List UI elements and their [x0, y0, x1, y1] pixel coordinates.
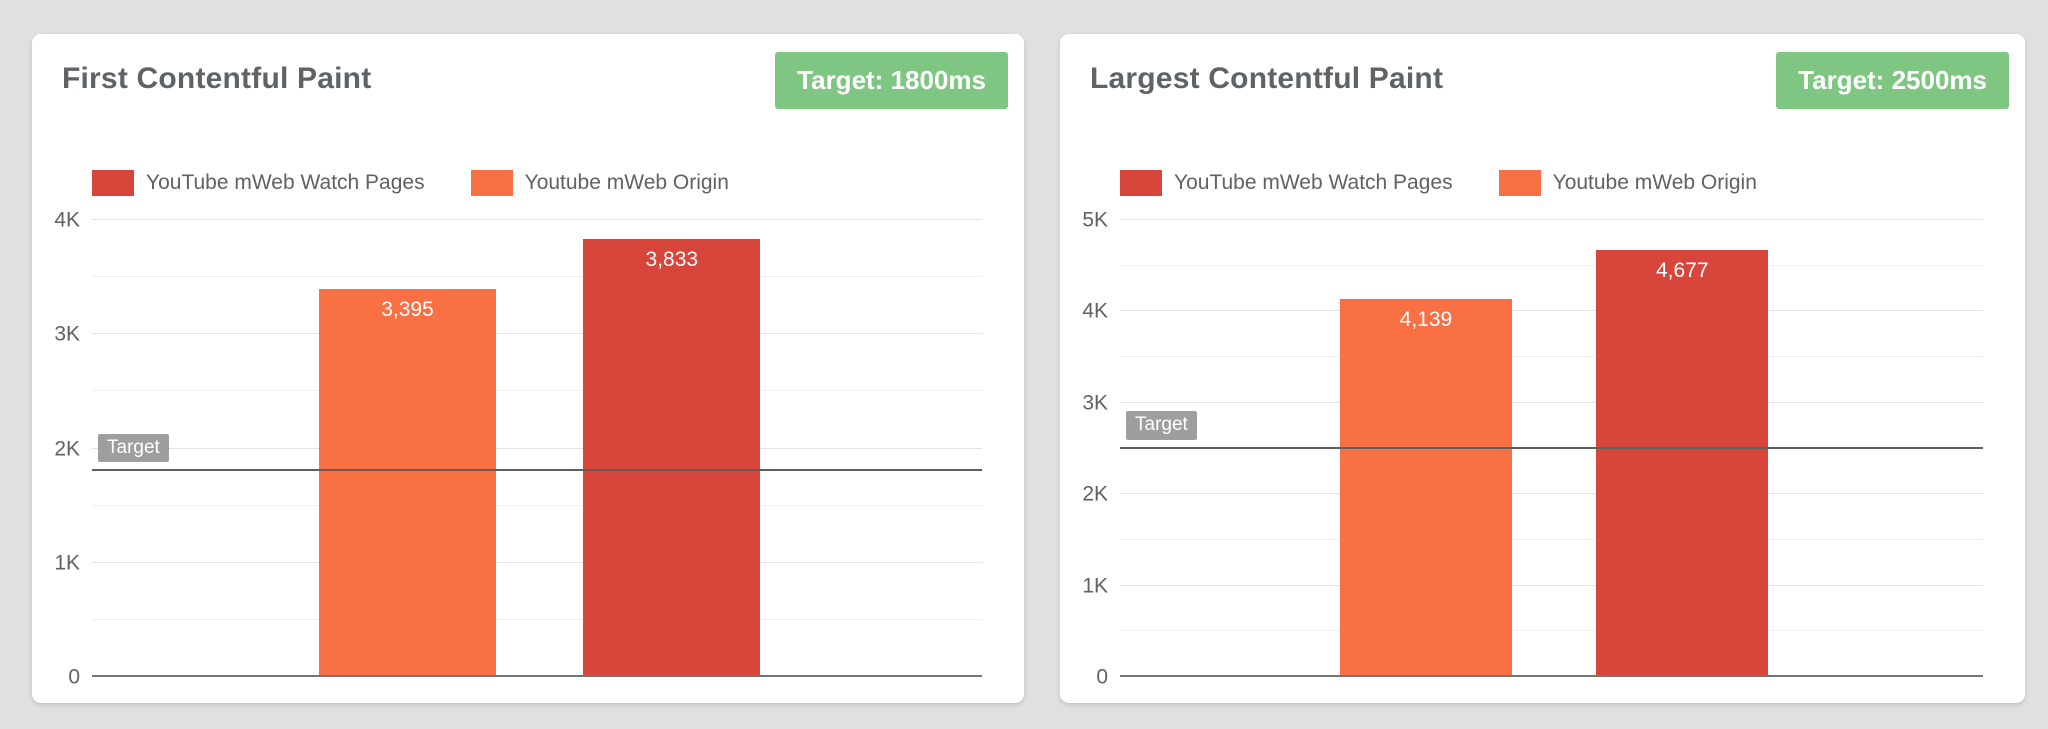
- legend-item-youtube-mweb-origin: Youtube mWeb Origin: [1498, 170, 1757, 196]
- gridline-major: [1120, 493, 1983, 495]
- y-axis-tick-label: 0: [68, 665, 80, 689]
- chart-legend: YouTube mWeb Watch Pages Youtube mWeb Ori…: [92, 170, 729, 196]
- gridline-minor: [92, 390, 982, 392]
- chart-legend: YouTube mWeb Watch Pages Youtube mWeb Ori…: [1120, 170, 1757, 196]
- gridline-minor: [1120, 356, 1983, 358]
- lcp-card: Largest Contentful Paint Target: 2500ms …: [1060, 34, 2025, 703]
- bar-youtube-mweb-watch-pages[interactable]: 3,833: [583, 239, 761, 677]
- bar-chart: 0 1K 2K 3K 4K 3,395 3,833 Target: [54, 210, 982, 688]
- bar-youtube-mweb-origin[interactable]: 3,395: [318, 289, 497, 677]
- plot-area: 0 1K 2K 3K 4K 5K 4,139 4,677 Target: [1082, 210, 1983, 688]
- gridline-major: [1120, 310, 1983, 312]
- legend-label: Youtube mWeb Origin: [1552, 171, 1757, 194]
- legend-item-youtube-mweb-watch-pages: YouTube mWeb Watch Pages: [92, 170, 425, 196]
- chart-title: Largest Contentful Paint: [1090, 62, 1444, 95]
- gridline-major: [92, 219, 982, 220]
- legend-swatch-red: [1120, 170, 1162, 196]
- legend-swatch-red: [92, 170, 134, 196]
- target-line: [92, 469, 982, 472]
- x-axis-baseline: [1120, 675, 1983, 677]
- legend-label: Youtube mWeb Origin: [524, 171, 729, 194]
- y-axis-tick-label: 1K: [1082, 574, 1108, 598]
- y-axis-tick-label: 1K: [54, 551, 80, 575]
- legend-label: YouTube mWeb Watch Pages: [1174, 171, 1453, 194]
- y-axis-tick-label: 3K: [54, 322, 80, 346]
- legend-swatch-orange: [470, 170, 513, 196]
- y-axis-tick-label: 2K: [1082, 482, 1108, 506]
- bar-youtube-mweb-origin[interactable]: 4,139: [1340, 298, 1512, 677]
- y-axis-tick-label: 4K: [1082, 299, 1108, 323]
- gridline-minor: [92, 618, 982, 620]
- bar-value-label: 3,395: [381, 298, 434, 322]
- target-badge: Target: 2500ms: [1776, 52, 2009, 109]
- bar-value-label: 4,139: [1399, 307, 1453, 331]
- plot-area: 0 1K 2K 3K 4K 3,395 3,833 Target: [54, 210, 982, 688]
- legend-swatch-orange: [1498, 170, 1541, 196]
- x-axis-baseline: [92, 675, 982, 677]
- legend-item-youtube-mweb-origin: Youtube mWeb Origin: [470, 170, 729, 196]
- gridline-major: [92, 561, 982, 563]
- target-line-label: Target: [1126, 410, 1197, 440]
- target-badge: Target: 1800ms: [775, 52, 1008, 109]
- bar-value-label: 4,677: [1655, 258, 1709, 282]
- gridline-major: [92, 447, 982, 449]
- legend-label: YouTube mWeb Watch Pages: [146, 171, 425, 194]
- gridline-minor: [1120, 630, 1983, 632]
- bar-chart: 0 1K 2K 3K 4K 5K 4,139 4,677 Target: [1082, 210, 1983, 688]
- chart-title: First Contentful Paint: [62, 62, 372, 95]
- y-axis-tick-label: 2K: [54, 437, 80, 460]
- bar-value-label: 3,833: [645, 248, 699, 272]
- gridline-major: [1120, 584, 1983, 586]
- gridline-major: [1120, 401, 1983, 403]
- gridline-minor: [1120, 264, 1983, 266]
- bar-youtube-mweb-watch-pages[interactable]: 4,677: [1596, 249, 1769, 677]
- gridline-minor: [92, 504, 982, 506]
- gridline-minor: [1120, 538, 1983, 540]
- y-axis-tick-label: 0: [1096, 665, 1108, 689]
- y-axis-tick-label: 4K: [54, 208, 80, 232]
- legend-item-youtube-mweb-watch-pages: YouTube mWeb Watch Pages: [1120, 170, 1453, 196]
- gridline-major: [1120, 219, 1983, 220]
- y-axis-tick-label: 5K: [1082, 208, 1108, 232]
- target-line-label: Target: [98, 433, 169, 463]
- target-line: [1120, 446, 1983, 449]
- gridline-major: [92, 333, 982, 335]
- fcp-card: First Contentful Paint Target: 1800ms Yo…: [32, 34, 1024, 703]
- gridline-minor: [92, 276, 982, 278]
- y-axis-tick-label: 3K: [1082, 391, 1108, 415]
